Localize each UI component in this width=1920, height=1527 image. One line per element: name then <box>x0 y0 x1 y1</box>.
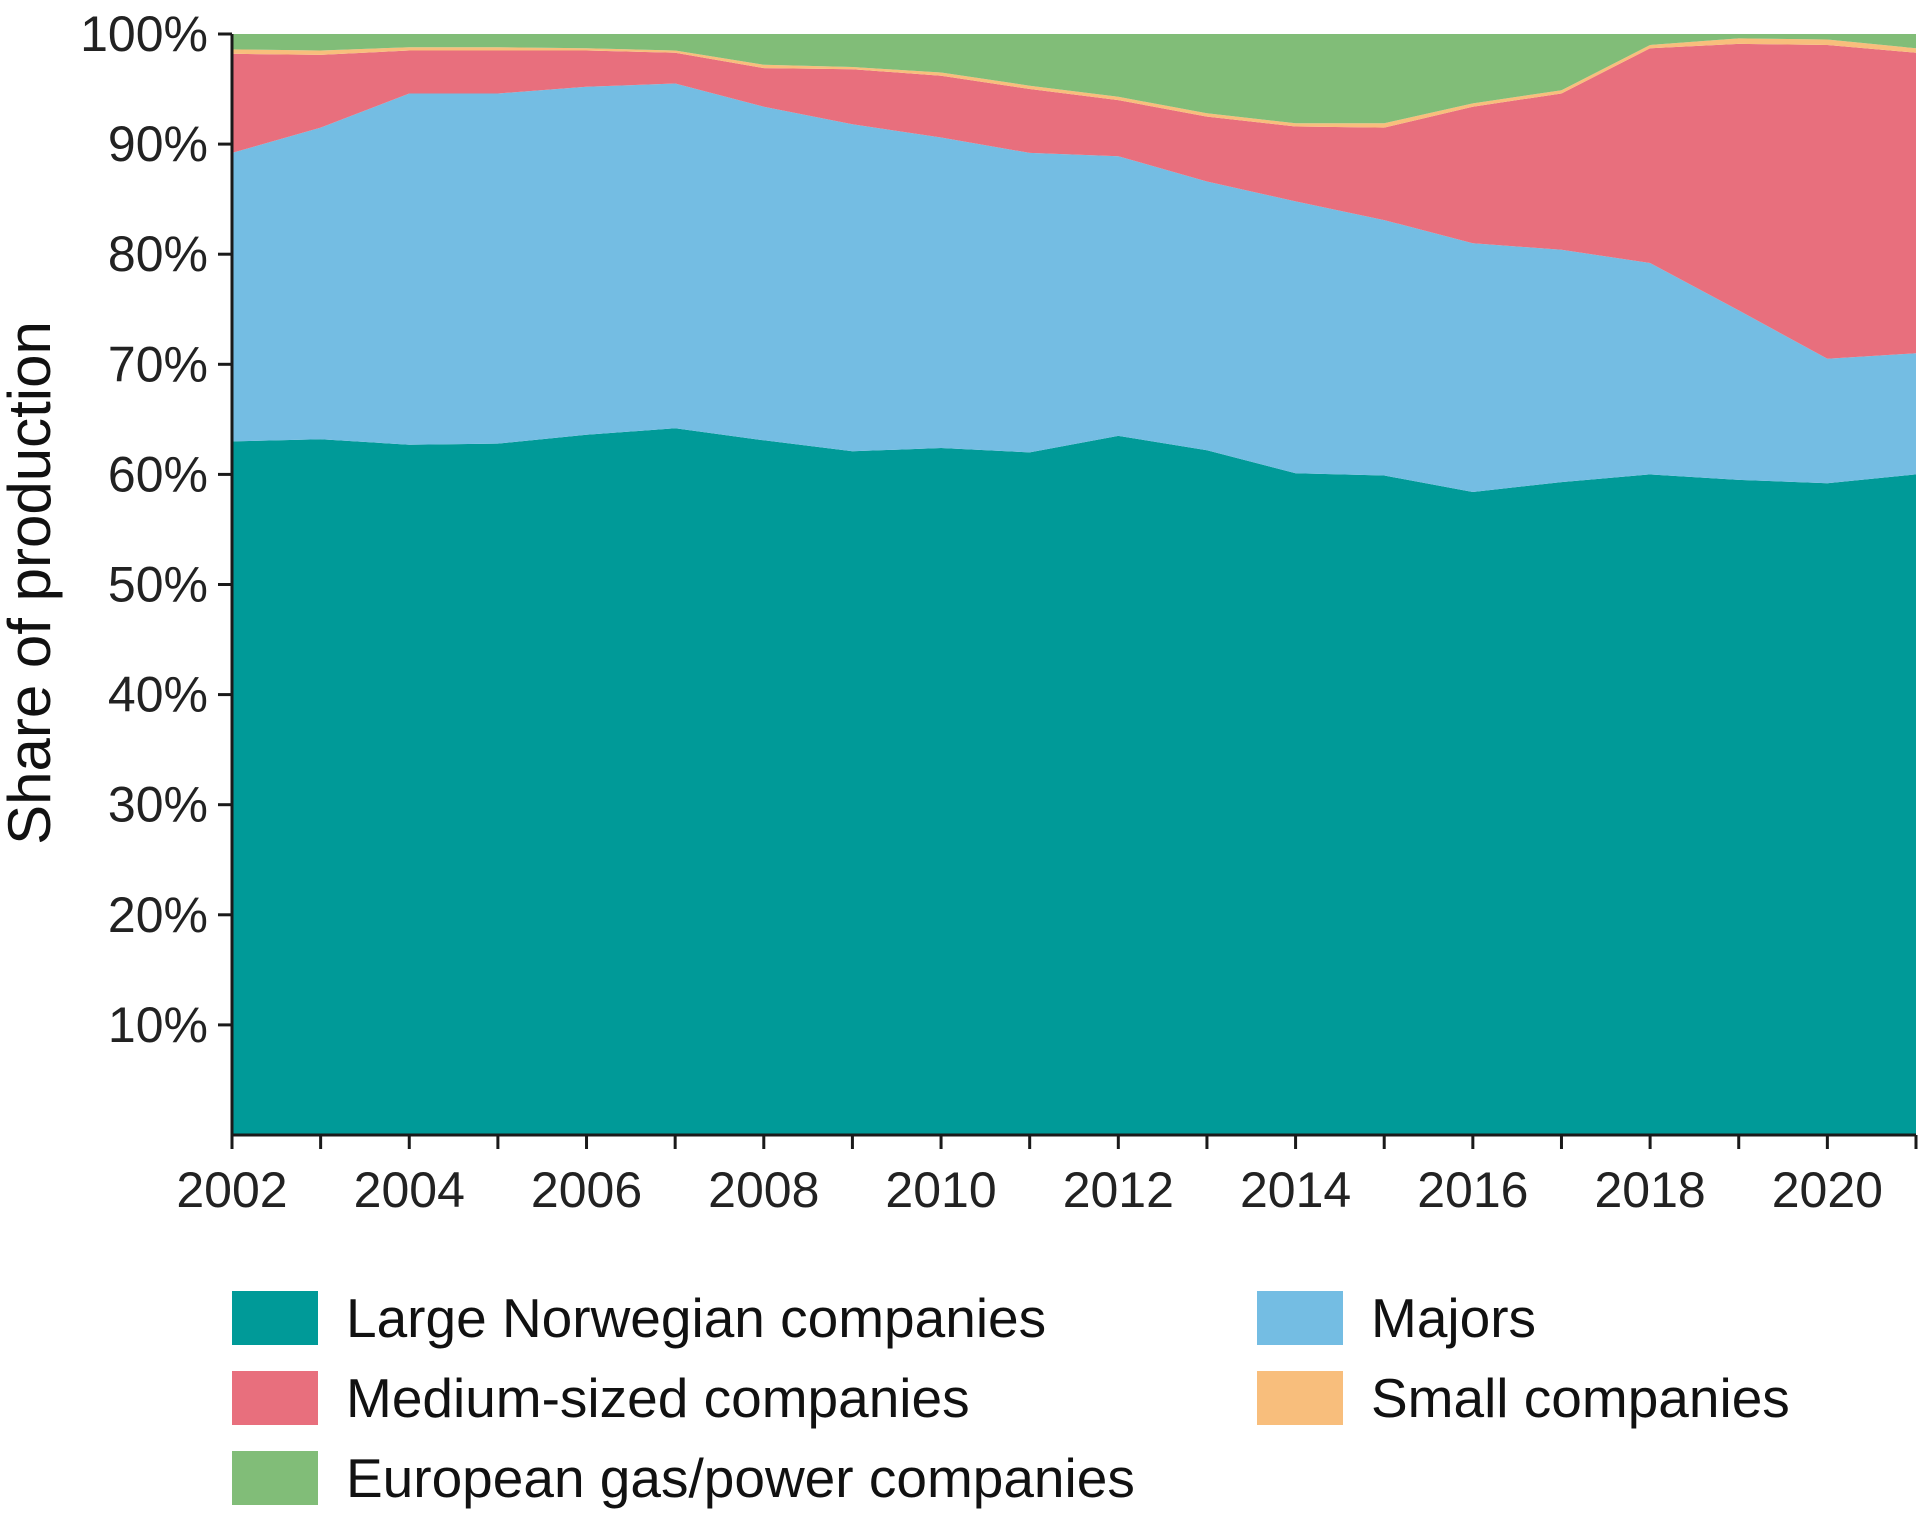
x-tick-label: 2008 <box>708 1162 819 1218</box>
legend-swatch <box>1257 1371 1343 1425</box>
legend-swatch <box>1257 1291 1343 1345</box>
x-tick-label: 2012 <box>1063 1162 1174 1218</box>
y-axis-title: Share of production <box>0 321 63 845</box>
x-tick-label: 2002 <box>176 1162 287 1218</box>
legend-item-majors: Majors <box>1257 1283 1536 1353</box>
y-tick-label: 20% <box>108 887 208 943</box>
x-tick-label: 2018 <box>1594 1162 1705 1218</box>
legend-swatch <box>232 1371 318 1425</box>
legend-label: Majors <box>1371 1287 1537 1349</box>
area-small-companies <box>232 38 1916 128</box>
area-large-norwegian-companies <box>232 428 1916 1135</box>
y-tick-label: 30% <box>108 777 208 833</box>
x-tick-label: 2020 <box>1772 1162 1883 1218</box>
area-series-group <box>232 34 1916 1135</box>
area-medium-sized-companies <box>232 43 1916 359</box>
legend-item-medium-sized-companies: Medium-sized companies <box>232 1363 970 1433</box>
x-tick-label: 2016 <box>1417 1162 1528 1218</box>
legend-label: Small companies <box>1371 1367 1790 1429</box>
x-tick-label: 2004 <box>354 1162 465 1218</box>
area-majors <box>232 83 1916 492</box>
y-tick-label: 70% <box>108 336 208 392</box>
legend-swatch <box>232 1451 318 1505</box>
legend-swatch <box>232 1291 318 1345</box>
y-tick-label: 10% <box>108 997 208 1053</box>
legend-label: Medium-sized companies <box>346 1367 970 1429</box>
x-tick-label: 2010 <box>885 1162 996 1218</box>
y-tick-label: 60% <box>108 446 208 502</box>
stacked-area-chart: 10% 20% 30% 40% 50% 60% 70% 80% 90% 100% 2002 2004… <box>0 6 1918 1218</box>
x-tick-label: 2014 <box>1240 1162 1351 1218</box>
legend-item-small-companies: Small companies <box>1257 1363 1790 1433</box>
y-ticks-group: 10% 20% 30% 40% 50% 60% 70% 80% 90% 100% <box>80 6 232 1053</box>
y-tick-label: 100% <box>80 6 208 62</box>
y-tick-label: 80% <box>108 226 208 282</box>
legend-label: Large Norwegian companies <box>346 1287 1047 1349</box>
area-european-gas-power-companies <box>232 34 1916 124</box>
legend-label: European gas/power companies <box>346 1447 1135 1509</box>
y-tick-label: 90% <box>108 116 208 172</box>
legend: Large Norwegian companies Majors Medium-… <box>232 1283 1892 1513</box>
legend-item-large-norwegian-companies: Large Norwegian companies <box>232 1283 1046 1353</box>
x-ticks-group: 2002 2004 2006 2008 2010 2012 2014 2016 2018 2020 <box>176 1135 1918 1218</box>
y-tick-label: 40% <box>108 667 208 723</box>
legend-item-european-gas-power-companies: European gas/power companies <box>232 1443 1135 1513</box>
y-tick-label: 50% <box>108 557 208 613</box>
x-tick-label: 2006 <box>531 1162 642 1218</box>
